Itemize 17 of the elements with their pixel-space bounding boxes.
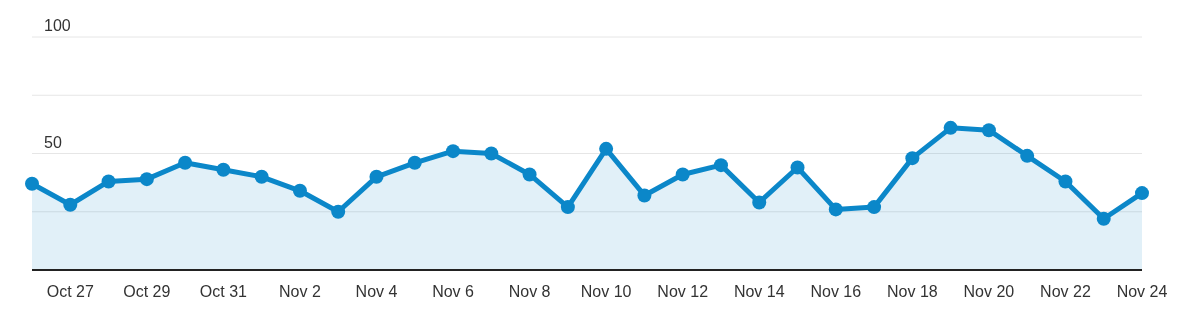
x-tick-label: Nov 24 [1116, 283, 1168, 301]
x-tick-label: Nov 6 [432, 283, 475, 301]
x-tick-label: Nov 4 [355, 283, 398, 301]
x-tick-label: Nov 10 [580, 283, 632, 301]
x-tick-label: Nov 12 [657, 283, 709, 301]
x-tick-label: Nov 8 [508, 283, 551, 301]
y-tick-label: 50 [44, 133, 62, 151]
x-tick-label: Nov 16 [810, 283, 862, 301]
x-tick-label: Oct 27 [46, 283, 94, 301]
x-tick-label: Oct 31 [199, 283, 248, 301]
x-tick-label: Nov 20 [963, 283, 1015, 301]
x-tick-label: Oct 29 [123, 283, 171, 301]
x-tick-label: Nov 18 [886, 283, 938, 301]
x-tick-label: Nov 2 [279, 283, 321, 301]
x-tick-label: Nov 22 [1040, 283, 1091, 301]
y-tick-label: 100 [44, 17, 71, 34]
x-tick-label: Nov 14 [733, 283, 785, 301]
